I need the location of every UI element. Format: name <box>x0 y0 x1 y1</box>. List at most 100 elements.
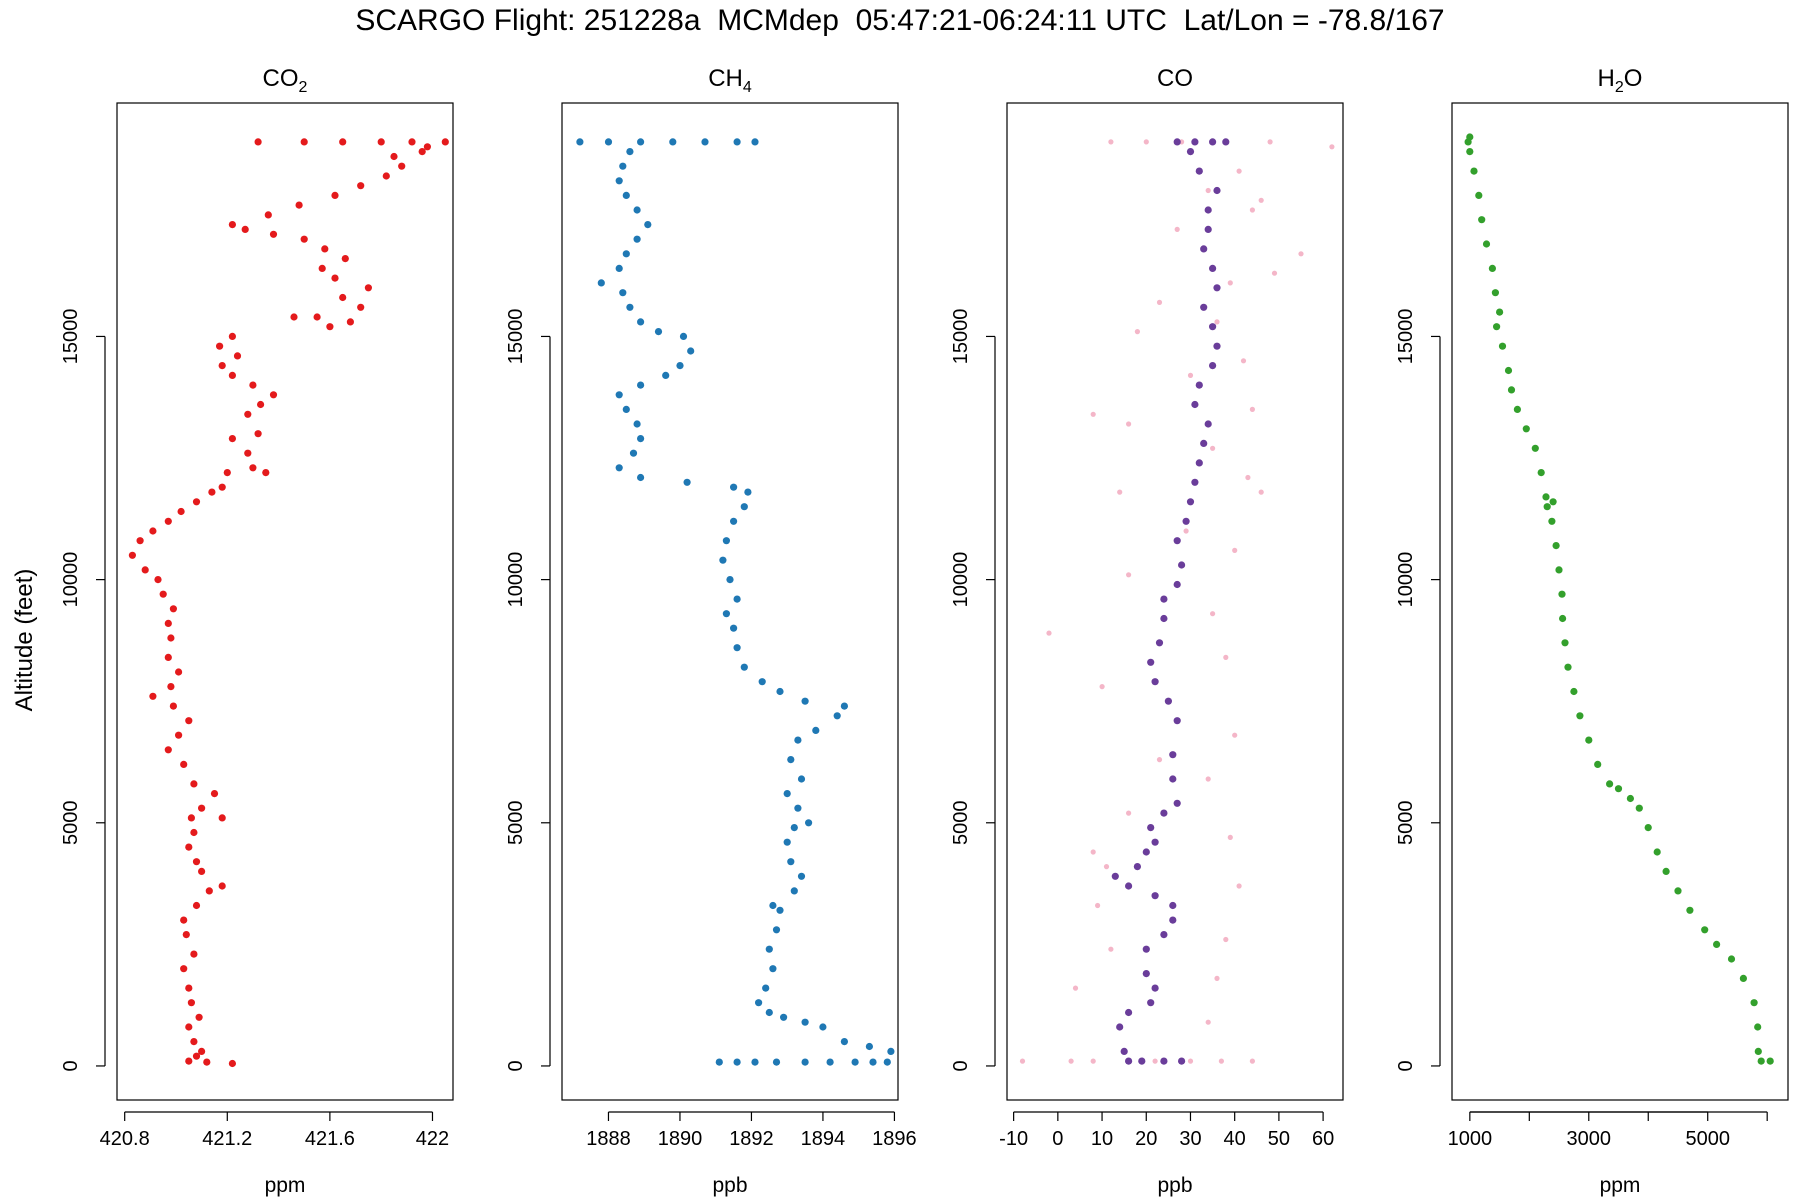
data-point <box>733 644 741 652</box>
panel-title-subscript: 2 <box>1615 79 1624 96</box>
data-point <box>218 483 226 491</box>
data-point <box>1213 284 1221 292</box>
data-point <box>776 687 784 696</box>
data-point <box>208 488 216 496</box>
data-point <box>626 303 634 311</box>
y-tick-label: 10000 <box>1395 552 1417 608</box>
data-point <box>801 1058 809 1066</box>
data-point <box>1178 1057 1186 1065</box>
data-point <box>1095 902 1101 909</box>
data-point <box>765 1008 773 1017</box>
data-point <box>776 906 784 914</box>
data-point <box>1186 148 1195 156</box>
data-point <box>1559 614 1567 623</box>
data-point <box>180 760 188 769</box>
data-point <box>787 756 795 764</box>
x-tick-label: 50 <box>1268 1128 1290 1150</box>
data-point <box>833 712 841 720</box>
data-point <box>241 225 249 233</box>
series-co-raw <box>1019 139 1335 1064</box>
data-point <box>249 464 257 472</box>
data-point <box>1147 824 1155 832</box>
data-point <box>390 152 398 161</box>
panel-title-main: CO <box>1157 65 1193 92</box>
data-point <box>1245 474 1251 481</box>
data-point <box>341 255 349 263</box>
data-point <box>1134 329 1140 335</box>
data-point <box>1187 372 1194 378</box>
y-tick-label: 0 <box>60 1060 82 1071</box>
data-point <box>216 342 224 350</box>
data-point <box>1475 191 1483 199</box>
data-point <box>1614 785 1623 793</box>
x-axis-title: ppm <box>265 1174 306 1197</box>
data-point <box>1160 595 1168 603</box>
data-point <box>192 858 201 866</box>
data-point <box>1108 946 1114 952</box>
data-point <box>169 702 177 710</box>
data-point <box>1570 687 1578 696</box>
data-point <box>1178 561 1186 569</box>
data-point <box>1090 1058 1096 1064</box>
x-tick-label: 60 <box>1312 1128 1334 1150</box>
data-point <box>637 318 645 326</box>
data-point <box>357 182 365 190</box>
data-point <box>1531 444 1539 452</box>
data-point <box>619 289 627 297</box>
data-point <box>1236 883 1242 889</box>
x-tick-label: 421.6 <box>305 1128 355 1150</box>
data-point <box>175 731 183 739</box>
data-point <box>169 605 177 613</box>
data-point <box>423 143 431 151</box>
data-point <box>1117 489 1123 495</box>
data-point <box>164 653 172 662</box>
data-point <box>1585 736 1593 744</box>
data-point <box>1173 799 1181 807</box>
data-point <box>1478 216 1486 224</box>
data-point <box>1169 751 1177 759</box>
data-point <box>1156 757 1163 763</box>
data-point <box>1205 1019 1211 1025</box>
data-point <box>192 498 201 506</box>
panel-title: CH4 <box>708 65 752 96</box>
data-point <box>740 663 748 671</box>
data-point <box>195 1013 203 1021</box>
data-point <box>382 172 390 180</box>
data-point <box>1151 838 1159 846</box>
data-point <box>331 191 339 199</box>
data-point <box>1576 712 1584 720</box>
data-point <box>1174 226 1180 232</box>
series-co-smoothed <box>1111 138 1230 1065</box>
plot-frame <box>116 102 454 1101</box>
data-point <box>1561 639 1569 647</box>
y-tick-label: 15000 <box>950 309 972 365</box>
data-point <box>1558 590 1566 598</box>
data-point <box>185 984 193 992</box>
data-point <box>1195 459 1203 467</box>
panel-3: CO -10 0 10 20 30 40 50 60 ppb 0 5000 10000 15000 <box>950 65 1344 1197</box>
data-point <box>1156 299 1163 305</box>
data-point <box>1151 984 1159 992</box>
data-point <box>1470 167 1478 175</box>
data-point <box>1223 654 1229 661</box>
data-point <box>1635 804 1643 812</box>
data-point <box>1120 1047 1128 1055</box>
data-point <box>1191 400 1199 409</box>
data-point <box>149 527 157 535</box>
series-ch4 <box>576 138 895 1066</box>
x-tick-label: 1890 <box>658 1128 703 1150</box>
y-tick-label: 10000 <box>505 552 527 608</box>
data-point <box>1504 366 1513 375</box>
y-tick-label: 0 <box>950 1060 972 1071</box>
data-point <box>1200 303 1208 311</box>
data-point <box>128 551 136 559</box>
panel-title: CO2 <box>263 65 308 96</box>
data-point <box>228 332 236 340</box>
data-point <box>1249 406 1255 412</box>
data-point <box>1205 776 1211 782</box>
data-point <box>1147 999 1155 1007</box>
data-point <box>1125 1008 1133 1017</box>
data-point <box>1169 916 1177 924</box>
data-point <box>141 566 149 574</box>
data-point <box>1173 717 1181 725</box>
